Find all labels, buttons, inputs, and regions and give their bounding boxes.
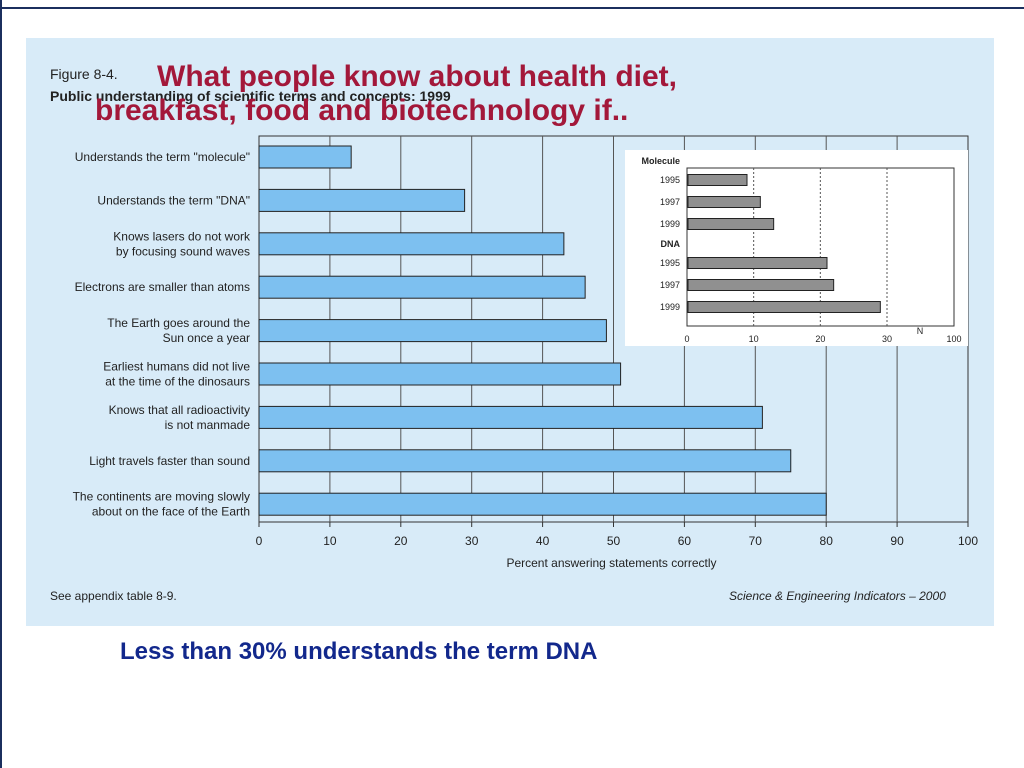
inset-x-tick-label: 20 bbox=[815, 334, 825, 344]
bar bbox=[258, 232, 565, 256]
x-axis-label: Percent answering statements correctly bbox=[506, 556, 716, 570]
inset-bar bbox=[687, 196, 761, 208]
x-tick-label: 20 bbox=[394, 534, 408, 548]
inset-background bbox=[625, 150, 968, 346]
category-label: is not manmade bbox=[165, 418, 251, 432]
bar bbox=[258, 275, 586, 299]
bar bbox=[258, 492, 827, 516]
x-tick-label: 60 bbox=[678, 534, 692, 548]
category-label: by focusing sound waves bbox=[116, 244, 250, 258]
x-tick-label: 30 bbox=[465, 534, 479, 548]
x-tick-label: 0 bbox=[256, 534, 263, 548]
inset-year-label: 1995 bbox=[660, 175, 680, 185]
inset-bar bbox=[687, 301, 881, 313]
category-label: Sun once a year bbox=[163, 331, 250, 345]
left-border-rule bbox=[0, 0, 2, 768]
inset-bar bbox=[687, 257, 828, 269]
inset-axis-note: N bbox=[917, 326, 924, 336]
category-label: Knows that all radioactivity bbox=[109, 403, 250, 417]
slide-title-line-2: breakfast, food and biotechnology if.. bbox=[95, 94, 629, 127]
category-label: The continents are moving slowly bbox=[73, 490, 250, 504]
inset-x-tick-label: 100 bbox=[946, 334, 961, 344]
category-label: The Earth goes around the bbox=[107, 316, 250, 330]
category-label: about on the face of the Earth bbox=[92, 505, 250, 519]
inset-x-tick-label: 30 bbox=[882, 334, 892, 344]
inset-year-label: 1995 bbox=[660, 258, 680, 268]
inset-year-label: 1997 bbox=[660, 280, 680, 290]
slide-title: What people know about health diet, brea… bbox=[95, 56, 895, 132]
figure-source: Science & Engineering Indicators – 2000 bbox=[729, 589, 946, 603]
figure-label: Figure 8-4. bbox=[50, 66, 118, 82]
figure-footnote: See appendix table 8-9. bbox=[50, 589, 177, 603]
figure-subtitle: Public understanding of scientific terms… bbox=[50, 88, 451, 104]
inset-group-label: Molecule bbox=[641, 156, 680, 166]
inset-bar bbox=[687, 174, 748, 186]
x-tick-label: 80 bbox=[820, 534, 834, 548]
bar bbox=[258, 145, 352, 169]
bar bbox=[258, 449, 792, 473]
slide-title-line-1: What people know about health diet, bbox=[157, 60, 678, 93]
category-label: Understands the term "molecule" bbox=[75, 150, 250, 164]
top-border-rule bbox=[0, 0, 1024, 9]
inset-x-tick-label: 10 bbox=[749, 334, 759, 344]
category-label: at the time of the dinosaurs bbox=[105, 375, 250, 389]
x-tick-label: 90 bbox=[890, 534, 904, 548]
bar bbox=[258, 362, 622, 386]
x-tick-label: 50 bbox=[607, 534, 621, 548]
category-label: Earliest humans did not live bbox=[103, 360, 250, 374]
bar bbox=[258, 188, 466, 212]
x-tick-label: 10 bbox=[323, 534, 337, 548]
inset-year-label: 1999 bbox=[660, 219, 680, 229]
category-label: Electrons are smaller than atoms bbox=[75, 280, 250, 294]
inset-bar bbox=[687, 218, 775, 230]
inset-year-label: 1999 bbox=[660, 302, 680, 312]
x-tick-label: 100 bbox=[958, 534, 978, 548]
category-label: Light travels faster than sound bbox=[89, 454, 250, 468]
category-label: Understands the term "DNA" bbox=[97, 193, 250, 207]
inset-bar bbox=[687, 279, 835, 291]
inset-year-label: 1997 bbox=[660, 197, 680, 207]
slide-caption: Less than 30% understands the term DNA bbox=[120, 638, 598, 665]
inset-x-tick-label: 0 bbox=[684, 334, 689, 344]
bar bbox=[258, 319, 607, 343]
x-tick-label: 70 bbox=[749, 534, 763, 548]
inset-group-label: DNA bbox=[661, 239, 681, 249]
x-tick-label: 40 bbox=[536, 534, 550, 548]
bar bbox=[258, 405, 763, 429]
category-label: Knows lasers do not work bbox=[113, 229, 251, 243]
